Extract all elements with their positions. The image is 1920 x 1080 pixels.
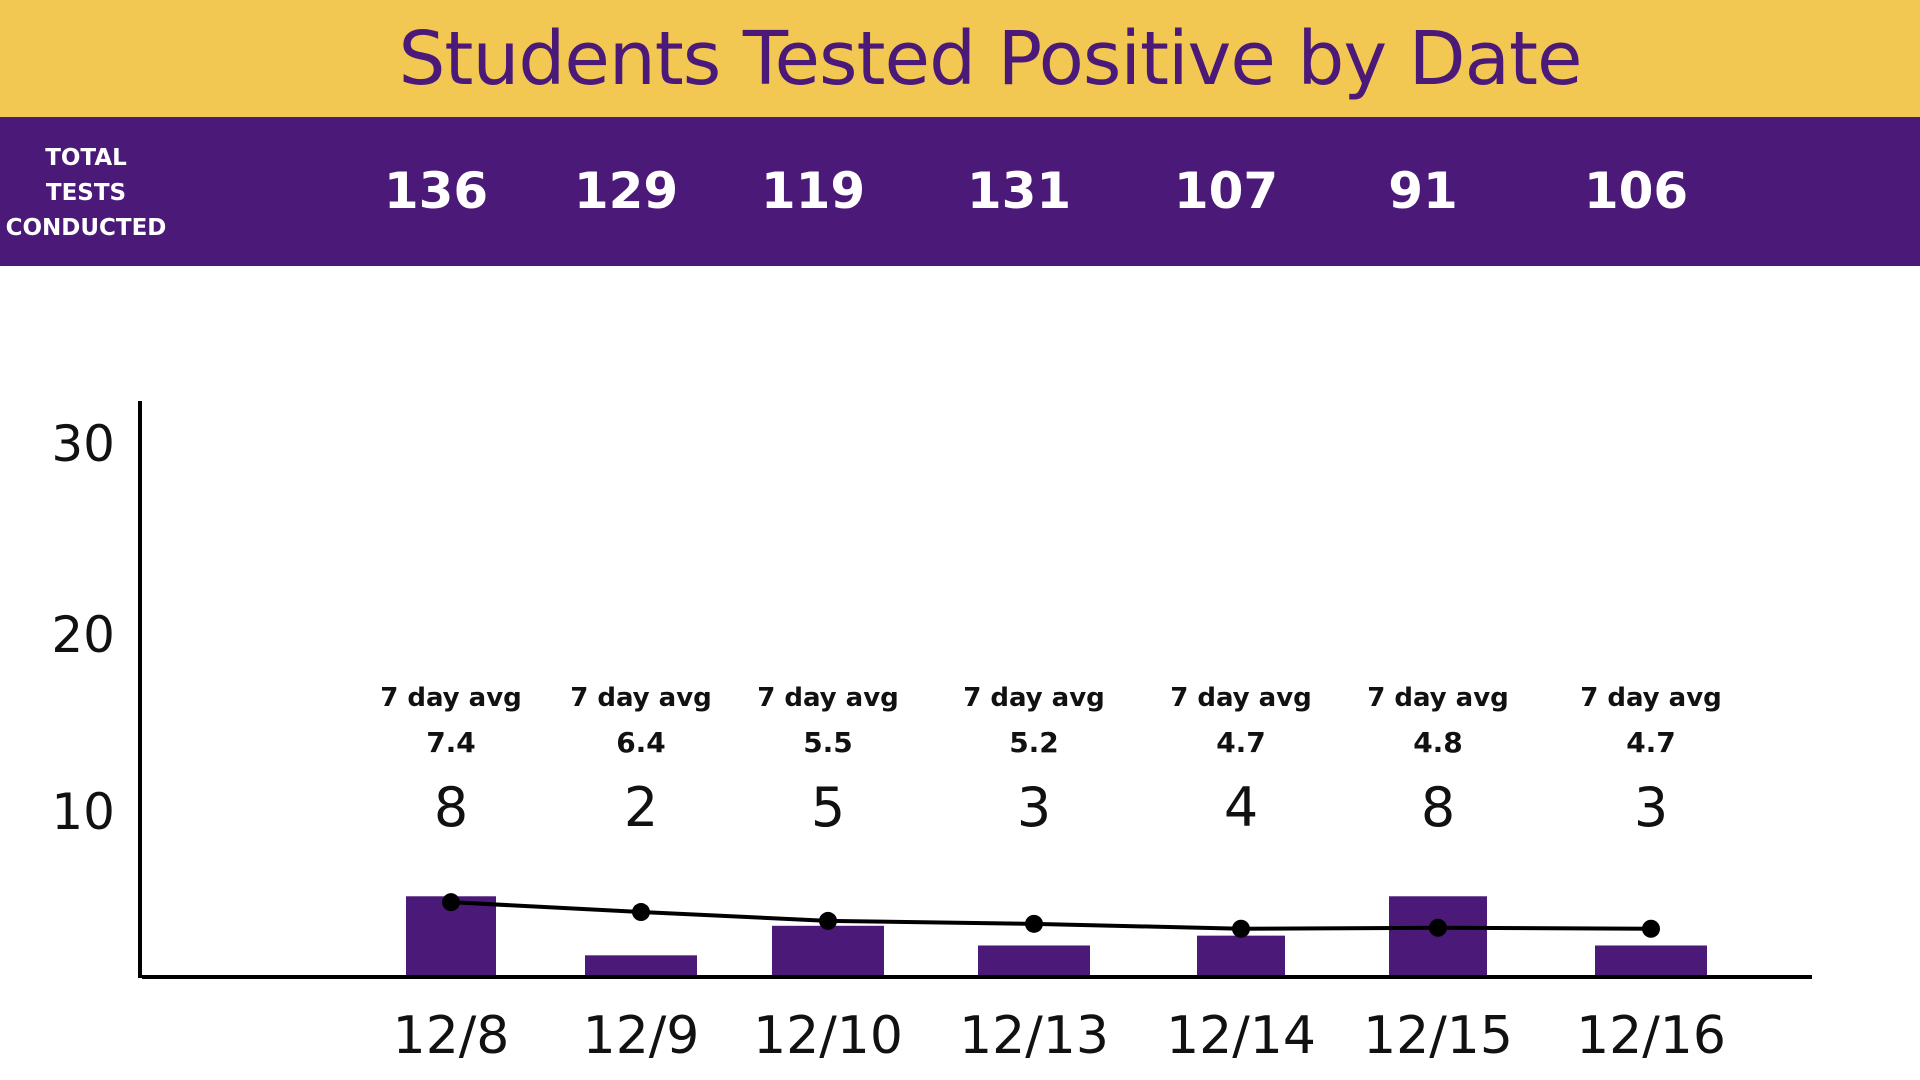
average-point	[1642, 919, 1660, 938]
x-tick-label: 12/15	[1363, 1006, 1513, 1066]
bar	[978, 945, 1090, 975]
data-label: 4	[1224, 776, 1258, 839]
total-tests-value: 106	[1583, 162, 1689, 220]
total-tests-value: 136	[383, 162, 489, 220]
data-label: 8	[1421, 776, 1455, 839]
x-tick-label: 12/14	[1166, 1006, 1316, 1066]
y-tick-label: 10	[51, 783, 115, 841]
avg-label: 7 day avg	[963, 683, 1105, 713]
x-tick-label: 12/16	[1576, 1006, 1726, 1066]
avg-value-label: 7.4	[426, 726, 476, 759]
data-label: 2	[624, 776, 658, 839]
avg-label: 7 day avg	[757, 683, 899, 713]
total-tests-value: 119	[760, 162, 866, 220]
x-ticks: 12/8 12/9 12/10 12/13 12/14 12/15 12/16	[393, 1006, 1726, 1066]
chart-title: Students Tested Positive by Date	[398, 15, 1582, 102]
y-ticks: 10 20 30	[51, 415, 115, 841]
average-point	[1429, 918, 1447, 937]
bar	[772, 925, 884, 975]
total-tests-value: 107	[1173, 162, 1279, 220]
average-point	[819, 911, 837, 930]
x-tick-label: 12/8	[393, 1006, 510, 1066]
avg-label: 7 day avg	[1367, 683, 1509, 713]
total-tests-value: 131	[966, 162, 1072, 220]
avg-label: 7 day avg	[570, 683, 712, 713]
bar	[1197, 935, 1285, 975]
x-tick-label: 12/9	[583, 1006, 700, 1066]
total-tests-label-line: CONDUCTED	[5, 215, 167, 241]
total-tests-value: 91	[1388, 162, 1458, 220]
average-point	[632, 903, 650, 922]
y-tick-label: 20	[51, 606, 115, 664]
y-tick-label: 30	[51, 415, 115, 473]
data-label: 8	[434, 776, 468, 839]
avg-value-label: 4.7	[1216, 726, 1266, 759]
avg-value-label: 4.7	[1626, 726, 1676, 759]
bar	[1595, 945, 1707, 975]
total-tests-label-line: TOTAL	[45, 145, 127, 171]
avg-label: 7 day avg	[1580, 683, 1722, 713]
x-tick-label: 12/10	[753, 1006, 903, 1066]
bar	[585, 955, 697, 975]
seven-day-average-line	[442, 893, 1660, 938]
average-point	[1025, 914, 1043, 933]
total-tests-banner: TOTAL TESTS CONDUCTED 136 129 119 131 107 91 1…	[0, 117, 1920, 266]
total-tests-label: TOTAL TESTS CONDUCTED	[0, 141, 172, 246]
total-tests-value: 129	[573, 162, 679, 220]
average-point	[1232, 919, 1250, 938]
title-banner: Students Tested Positive by Date	[0, 0, 1920, 117]
data-label: 3	[1017, 776, 1051, 839]
avg-label: 7 day avg	[380, 683, 522, 713]
avg-value-label: 5.5	[803, 726, 853, 759]
total-tests-label-line: TESTS	[45, 180, 127, 206]
avg-value-label: 4.8	[1413, 726, 1463, 759]
avg-label: 7 day avg	[1170, 683, 1312, 713]
bars	[406, 896, 1707, 975]
avg-value-label: 6.4	[616, 726, 666, 759]
bar-labels: 7 day avg 7.4 8 7 day avg 6.4 2 7 day avg 5.5 5 7…	[380, 683, 1722, 839]
data-label: 3	[1634, 776, 1668, 839]
x-tick-label: 12/13	[959, 1006, 1109, 1066]
avg-value-label: 5.2	[1009, 726, 1059, 759]
data-label: 5	[811, 776, 845, 839]
average-point	[442, 893, 460, 912]
